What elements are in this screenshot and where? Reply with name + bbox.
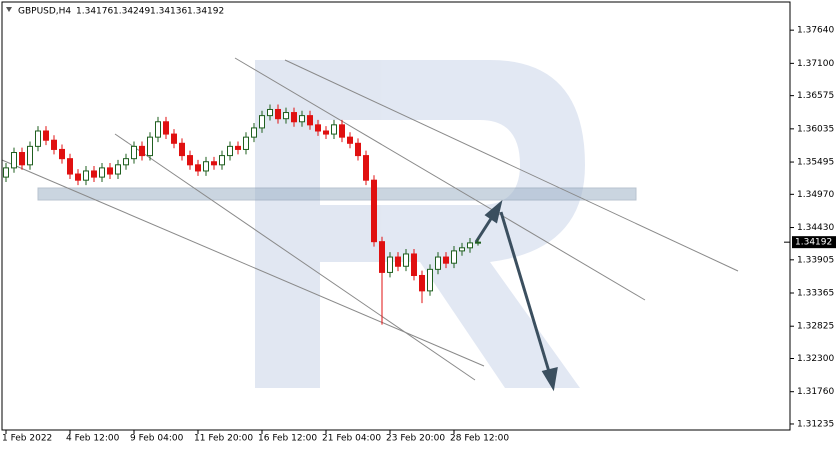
candle-body xyxy=(419,274,425,292)
candle-body xyxy=(363,155,369,181)
candle-body xyxy=(203,161,209,172)
symbol-title: GBPUSD,H4 xyxy=(18,7,71,17)
y-tick-label: 1.31235 xyxy=(797,419,834,429)
candle-body xyxy=(339,124,345,138)
candle-body xyxy=(195,164,201,172)
candle-body xyxy=(475,241,481,244)
candle-body xyxy=(467,242,473,249)
candle-body xyxy=(27,145,33,166)
y-tick-label: 1.32825 xyxy=(797,322,834,332)
trendlines xyxy=(1,57,739,381)
candle-body xyxy=(267,108,273,117)
x-tick-label: 23 Feb 20:00 xyxy=(386,434,445,444)
candle-body xyxy=(435,256,441,270)
candle-body xyxy=(451,250,457,264)
candle-body xyxy=(75,173,81,181)
candle-body xyxy=(251,127,257,138)
candle-body xyxy=(355,142,361,157)
candle-body xyxy=(155,121,161,138)
x-tick-label: 11 Feb 20:00 xyxy=(194,434,253,444)
candle-body xyxy=(163,121,169,135)
candle-body xyxy=(59,148,65,160)
candle-body xyxy=(259,115,265,129)
title-icon xyxy=(6,7,12,12)
candle-body xyxy=(243,136,249,150)
candle-body xyxy=(51,139,57,150)
y-tick-label: 1.34970 xyxy=(797,190,834,200)
candle-body xyxy=(19,152,25,166)
candle-body xyxy=(171,133,177,144)
x-tick-label: 28 Feb 12:00 xyxy=(450,434,509,444)
candle-body xyxy=(107,167,113,175)
x-tick-label: 16 Feb 12:00 xyxy=(258,434,317,444)
header-value: 1.34192 xyxy=(187,7,224,17)
candle-body xyxy=(179,142,185,157)
candle-body xyxy=(3,167,9,178)
candle-body xyxy=(43,130,49,141)
candle-body xyxy=(347,136,353,144)
x-tick-label: 4 Feb 12:00 xyxy=(66,434,120,444)
candle-body xyxy=(11,152,17,169)
candle-body xyxy=(291,112,297,123)
candle-body xyxy=(235,145,241,150)
candle-body xyxy=(91,170,97,178)
candle-body xyxy=(443,256,449,264)
candle-body xyxy=(147,136,153,157)
header-value: 1.34176 xyxy=(76,7,113,17)
y-tick-label: 1.34430 xyxy=(797,223,834,233)
candle-body xyxy=(371,179,377,243)
candle-body xyxy=(275,108,281,120)
x-tick-label: 21 Feb 04:00 xyxy=(322,434,381,444)
candle-body xyxy=(323,130,329,135)
candle-body xyxy=(459,247,465,252)
header-value: 1.34249 xyxy=(113,7,150,17)
candle-body xyxy=(403,253,409,267)
candle-body xyxy=(219,155,225,166)
price-label: 1.34192 xyxy=(795,238,832,248)
candle-body xyxy=(387,256,393,273)
candle-body xyxy=(427,268,433,292)
price-label-bg xyxy=(792,236,836,249)
candle-body xyxy=(187,155,193,166)
forecast-arrows xyxy=(474,199,558,392)
y-tick-label: 1.36035 xyxy=(797,124,834,134)
candle-body xyxy=(123,158,129,166)
x-tick-label: 1 Feb 2022 xyxy=(2,434,52,444)
candle-body xyxy=(227,145,233,157)
candle-body xyxy=(411,253,417,276)
candle-body xyxy=(139,145,145,157)
candle-body xyxy=(211,161,217,166)
y-tick-label: 1.31760 xyxy=(797,387,834,397)
y-tick-label: 1.36575 xyxy=(797,91,834,101)
candle-body xyxy=(307,115,313,126)
y-tick-label: 1.33905 xyxy=(797,255,834,265)
candle-body xyxy=(131,145,137,160)
candle-body xyxy=(99,167,105,178)
y-tick-label: 1.37100 xyxy=(797,59,834,69)
header-value: 1.34136 xyxy=(150,7,187,17)
candle-body xyxy=(83,170,89,181)
candle-body xyxy=(35,130,41,147)
candle-body xyxy=(331,124,337,135)
support-band xyxy=(37,187,637,201)
plot-frame xyxy=(1,1,791,431)
candle-body xyxy=(379,241,385,273)
candle-body xyxy=(283,112,289,120)
candle-body xyxy=(315,124,321,132)
x-tick-label: 9 Feb 04:00 xyxy=(130,434,184,444)
candle-body xyxy=(67,158,73,175)
y-tick-label: 1.35495 xyxy=(797,158,834,168)
y-tick-label: 1.37640 xyxy=(797,26,834,36)
y-tick-label: 1.32300 xyxy=(797,354,834,364)
candle-body xyxy=(395,256,401,267)
candle-body xyxy=(115,164,121,175)
candle-body xyxy=(299,115,305,123)
y-tick-label: 1.33365 xyxy=(797,289,834,299)
